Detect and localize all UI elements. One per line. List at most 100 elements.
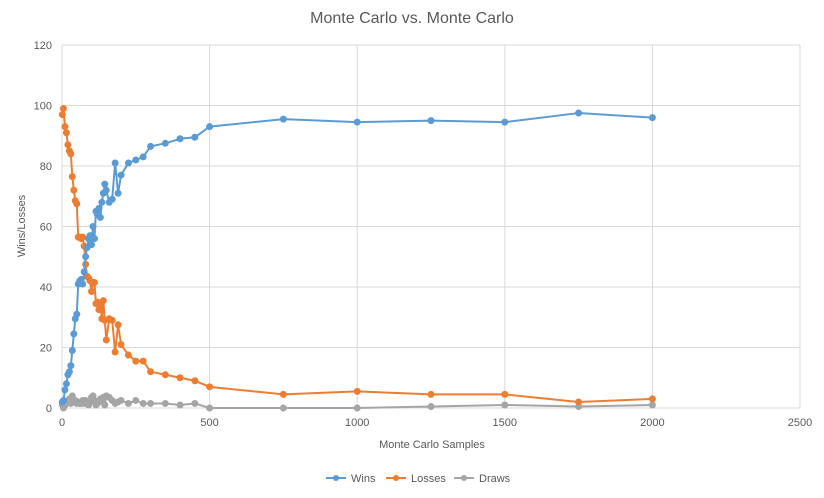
legend-label-wins: Wins [351,473,376,485]
data-point-draws [139,399,147,407]
data-point-losses [648,395,656,403]
y-tick-label: 0 [46,403,52,415]
data-point-wins [67,362,75,370]
data-point-losses [111,348,119,356]
x-tick-label: 1000 [345,417,369,429]
legend-item-wins: Wins [326,473,376,485]
data-point-wins [132,156,140,164]
chart-title: Monte Carlo vs. Monte Carlo [310,10,514,27]
data-point-draws [427,402,435,410]
data-point-wins [59,396,67,404]
data-point-draws [353,404,361,412]
y-tick-label: 20 [40,343,52,355]
legend-label-draws: Draws [479,473,511,485]
data-point-wins [96,213,104,221]
gridlines [61,44,801,409]
data-point-draws [648,401,656,409]
data-point-losses [139,357,147,365]
y-tick-label: 60 [40,222,52,234]
data-point-draws [132,396,140,404]
series-losses [58,105,656,406]
data-point-wins [80,268,88,276]
y-tick-label: 40 [40,282,52,294]
data-point-wins [89,223,97,230]
data-point-losses [79,233,87,241]
data-point-losses [114,321,122,329]
x-tick-label: 500 [200,417,218,429]
data-point-losses [132,357,140,365]
data-point-losses [70,186,78,194]
data-point-wins [206,123,214,131]
data-point-draws [124,399,132,407]
legend-item-draws: Draws [454,473,511,485]
data-point-losses [90,278,98,286]
x-tick-label: 1500 [493,417,517,429]
data-point-wins [501,118,509,126]
data-point-losses [102,336,110,344]
x-tick-label: 2000 [640,417,664,429]
data-point-losses [191,377,199,385]
data-point-losses [501,390,509,398]
data-point-wins [147,142,155,150]
data-point-wins [575,109,583,117]
data-point-wins [79,280,87,288]
data-point-losses [124,351,132,359]
data-point-wins [82,253,90,261]
data-point-losses [427,390,435,398]
data-point-draws [191,399,199,407]
data-point-losses [99,297,107,305]
legend-label-losses: Losses [411,473,446,485]
data-point-wins [279,115,287,123]
data-point-draws [279,404,287,412]
series-wins [58,109,656,406]
x-axis-label: Monte Carlo Samples [379,439,485,451]
data-point-wins [90,235,98,243]
data-point-losses [88,288,96,296]
legend-marker-draws [461,475,467,481]
data-point-wins [65,368,73,376]
data-point-wins [427,117,435,125]
y-axis-label: Wins/Losses [16,194,28,257]
data-point-losses [353,387,361,395]
data-point-draws [101,401,109,409]
legend-item-losses: Losses [386,473,446,485]
data-point-wins [111,159,119,167]
data-point-losses [68,173,76,181]
data-point-losses [117,340,125,348]
data-point-wins [117,171,125,179]
legend-marker-losses [393,475,399,481]
data-point-wins [191,133,199,141]
data-point-wins [95,204,103,212]
data-point-wins [62,380,70,388]
data-point-wins [61,386,69,394]
data-point-draws [206,404,214,412]
y-tick-label: 80 [40,161,52,173]
data-point-losses [206,383,214,391]
data-point-losses [61,123,69,131]
data-point-wins [102,186,110,194]
data-point-losses [64,141,72,149]
data-point-losses [161,371,169,379]
data-point-draws [147,399,155,407]
y-tick-label: 100 [34,101,52,113]
y-tick-label: 120 [34,40,52,52]
data-point-losses [59,105,67,113]
data-point-losses [147,368,155,376]
data-point-wins [139,153,147,161]
data-point-draws [161,399,169,407]
data-point-losses [575,398,583,406]
data-point-losses [176,374,184,382]
series-layer [58,105,656,412]
data-point-losses [58,111,66,119]
x-tick-label: 2500 [788,417,812,429]
data-point-wins [124,159,132,167]
legend: Wins Losses Draws [326,473,511,485]
data-point-wins [88,241,96,249]
data-point-wins [73,310,81,318]
data-point-draws [176,401,184,409]
data-point-wins [70,330,78,338]
axes: 0 20 40 60 80 100 120 0 500 1000 1500 2000 2500 [34,40,813,429]
data-point-draws [501,401,509,409]
